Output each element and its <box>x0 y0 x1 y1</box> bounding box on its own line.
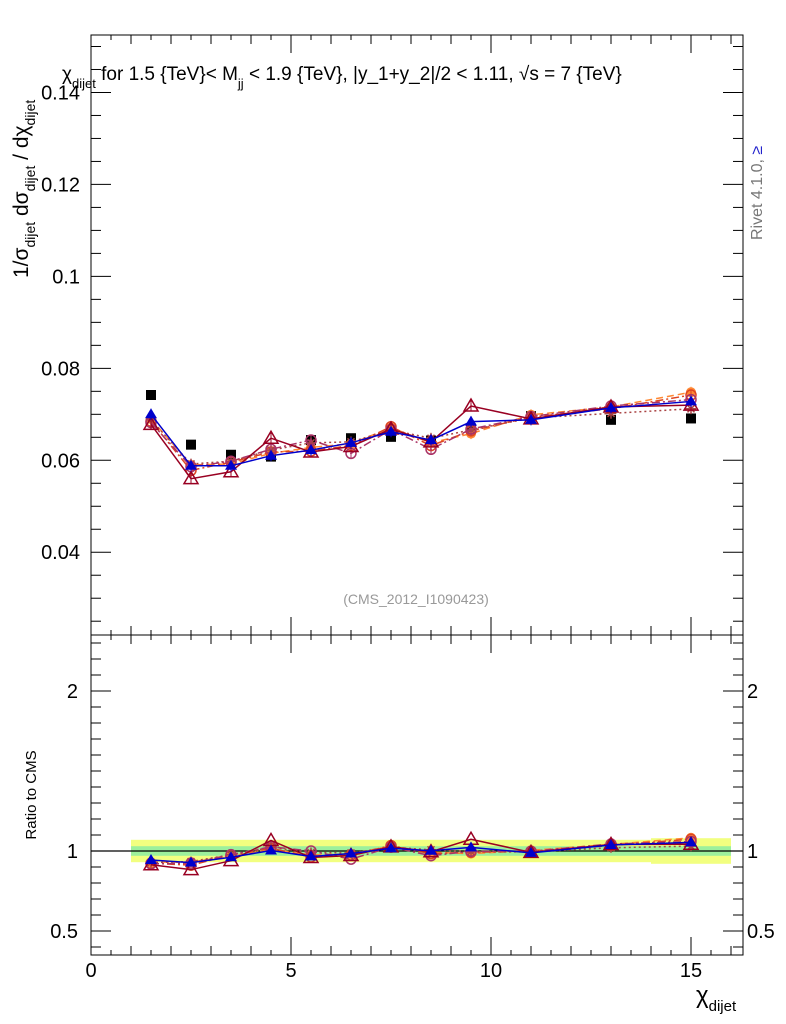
ratio-point <box>345 847 357 858</box>
series-6-ratio <box>145 836 697 867</box>
ratio-tick-label-left: 1 <box>67 841 78 863</box>
ratio-tick-label-left: 2 <box>67 681 78 703</box>
series-0-main <box>146 390 696 462</box>
series-line <box>150 398 692 468</box>
series-6-main <box>145 395 697 472</box>
data-point <box>186 439 196 450</box>
ratio-point <box>525 846 537 857</box>
ratio-point <box>305 850 317 861</box>
x-tick-label: 15 <box>680 960 702 982</box>
ratio-point <box>602 835 620 851</box>
data-point <box>605 401 617 412</box>
ratio-point <box>185 856 197 867</box>
plot-title: χdijet for 1.5 {TeV}< Mjj < 1.9 {TeV}, |… <box>62 64 622 91</box>
y-tick-label: 0.1 <box>52 266 80 288</box>
x-tick-label: 0 <box>85 960 96 982</box>
data-point <box>462 397 480 412</box>
axis-tick-labels: 0 5 10 15 0.04 0.06 0.08 0.1 0.12 0.14 0.5 0.5 1 1 2 2 <box>41 82 775 982</box>
y-tick-label: 0.06 <box>41 450 80 472</box>
ratio-point <box>522 843 540 859</box>
ratio-point <box>465 841 477 852</box>
data-point <box>345 436 357 447</box>
data-point <box>222 463 240 478</box>
ratio-tick-label-right: 0.5 <box>747 921 775 943</box>
data-point <box>225 459 237 470</box>
main-plot-frame <box>90 34 744 636</box>
data-point <box>262 429 280 444</box>
ratio-plot-series <box>142 830 700 876</box>
data-point <box>465 415 477 426</box>
x-axis-label: χdijet <box>696 982 737 1015</box>
ratio-axis-label: Ratio to CMS <box>23 750 40 839</box>
series-line <box>150 394 692 472</box>
series-line <box>150 400 692 467</box>
data-point <box>525 413 537 424</box>
data-point <box>685 395 697 406</box>
data-point <box>606 408 616 419</box>
ratio-point <box>182 861 200 876</box>
ratio-point <box>605 838 617 849</box>
x-tick-label: 10 <box>480 960 502 982</box>
series-3-main <box>146 403 696 470</box>
y-tick-label: 0.12 <box>41 174 80 196</box>
data-point <box>606 414 616 425</box>
ratio-tick-label-right: 2 <box>747 681 758 703</box>
data-point <box>146 390 156 400</box>
ratio-point <box>225 851 237 862</box>
y-tick-label: 0.08 <box>41 358 80 380</box>
ratio-point <box>685 836 697 847</box>
ratio-point <box>425 844 437 855</box>
rivet-version-label: Rivet 4.1.0, ≥ <box>749 146 766 240</box>
data-point <box>265 449 277 460</box>
data-point <box>305 444 317 455</box>
ratio-tick-label-left: 0.5 <box>50 921 78 943</box>
axis-ticks <box>90 35 743 955</box>
data-point <box>142 415 160 431</box>
data-point <box>385 425 397 436</box>
data-point <box>145 408 157 419</box>
data-point <box>425 434 437 445</box>
y-tick-label: 0.04 <box>41 542 80 564</box>
data-point <box>226 449 236 460</box>
y-tick-label: 0.14 <box>41 82 80 104</box>
y-axis-label: 1/σdijet dσdijet / dχdijet <box>10 100 38 278</box>
main-plot-series <box>142 386 700 485</box>
ratio-point <box>145 854 157 865</box>
data-point <box>182 470 200 485</box>
ratio-point <box>265 844 277 855</box>
series-ratio-line <box>150 841 692 864</box>
data-point <box>686 413 696 424</box>
data-point <box>185 459 197 470</box>
ratio-point <box>385 842 397 853</box>
ratio-tick-label-right: 1 <box>747 841 758 863</box>
ratio-plot-frame <box>90 634 744 956</box>
x-tick-label: 5 <box>285 960 296 982</box>
analysis-watermark: (CMS_2012_I1090423) <box>343 591 489 607</box>
